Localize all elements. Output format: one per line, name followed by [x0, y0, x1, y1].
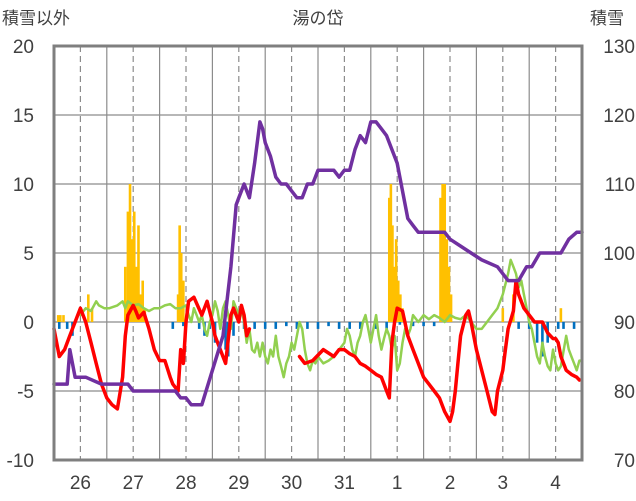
grid	[54, 46, 582, 460]
negative_bar-bar	[556, 322, 560, 329]
precipitation-bar	[141, 280, 145, 322]
negative_bar-bar	[411, 322, 415, 327]
precipitation-bar	[501, 308, 505, 322]
negative_bar-bar	[422, 322, 425, 327]
precipitation-bar	[394, 239, 398, 322]
precipitation-bar	[90, 308, 94, 322]
temperature-line	[297, 278, 582, 424]
negative_bar-bar	[263, 322, 267, 329]
right-tick-label: 90	[614, 313, 635, 334]
x-tick-label: 28	[175, 473, 196, 494]
negative_bar-bar	[224, 322, 227, 350]
negative_bar-bar	[285, 322, 288, 327]
snow_depth-line	[52, 120, 584, 407]
left-tick-label: -5	[17, 382, 34, 403]
precipitation-bar	[445, 239, 449, 322]
precipitation-bar	[387, 197, 391, 322]
precipitation-bar	[137, 225, 140, 322]
negative_bar-bar	[253, 322, 256, 329]
precipitation-bar	[56, 315, 60, 322]
precipitation-bar	[128, 184, 132, 322]
precipitation-bar	[126, 211, 130, 322]
negative_bar-bar	[274, 322, 278, 329]
precipitation-bar	[393, 266, 396, 322]
negative_bar-bar	[182, 322, 185, 327]
precipitation-bar	[443, 184, 447, 322]
negative_bar-bar	[432, 322, 436, 327]
precipitation-bar	[182, 280, 185, 322]
right-tick-labels: 70 80 90 100 110 120 130	[603, 37, 635, 472]
precipitation-bar	[559, 308, 563, 322]
x-tick-label: 27	[123, 473, 144, 494]
negative_bar-bar	[171, 322, 175, 329]
negative_bar-bar	[327, 322, 330, 327]
precipitation-bar	[447, 266, 451, 322]
negative_bar-bar	[348, 322, 351, 329]
chart-title: 湯の岱	[293, 9, 344, 29]
left-tick-labels: -10 -5 0 5 10 15 20	[7, 37, 34, 472]
left-axis-label: 積雪以外	[2, 9, 70, 29]
x-tick-label: 26	[70, 473, 91, 494]
negative_bar-bar	[337, 322, 341, 329]
right-tick-label: 70	[614, 451, 635, 472]
precipitation-bar	[179, 253, 183, 322]
precipitation-bar	[441, 184, 444, 322]
right-tick-label: 120	[603, 106, 635, 127]
right-tick-label: 80	[614, 382, 635, 403]
left-tick-label: 0	[23, 313, 34, 334]
negative_bar-bar	[572, 322, 576, 329]
negative_bar-bar	[65, 322, 69, 329]
negative_bar-bar	[385, 322, 388, 329]
left-tick-label: 5	[23, 244, 34, 265]
precipitation-bar	[449, 294, 453, 322]
right-tick-label: 110	[605, 175, 635, 196]
x-tick-labels: 26 27 28 29 30 31 1 2 3 4	[70, 473, 561, 494]
negative_bar-bar	[562, 322, 565, 329]
x-tick-label: 4	[550, 473, 561, 494]
negative_bar-bar	[358, 322, 362, 329]
x-tick-label: 29	[228, 473, 249, 494]
x-tick-label: 1	[392, 473, 403, 494]
negative_bar-bar	[295, 322, 299, 329]
right-axis-label: 積雪	[590, 9, 624, 29]
right-tick-label: 100	[603, 244, 635, 265]
wind-line	[79, 258, 584, 379]
precipitation-bar	[139, 294, 142, 322]
negative_bar-bar	[197, 322, 201, 329]
x-tick-label: 30	[281, 473, 302, 494]
precipitation-bar	[130, 239, 134, 322]
precipitation-bar	[396, 280, 400, 322]
left-tick-label: 15	[13, 106, 34, 127]
left-tick-label: -10	[7, 451, 34, 472]
negative_bar-bar	[57, 322, 61, 329]
x-tick-label: 3	[498, 473, 509, 494]
left-tick-label: 10	[13, 175, 34, 196]
negative_bar-bar	[232, 322, 235, 336]
temperature-line	[52, 295, 252, 411]
precipitation-bar	[62, 315, 65, 322]
precipitation-bar	[59, 315, 62, 322]
negative_bar-bar	[535, 322, 539, 343]
precipitation-bar	[132, 211, 136, 322]
lines-layer	[52, 120, 584, 424]
precipitation-bar	[178, 225, 181, 322]
x-tick-label: 2	[445, 473, 456, 494]
negative_bar-bar	[374, 322, 378, 329]
negative_bar-bar	[517, 322, 520, 329]
x-tick-label: 31	[334, 473, 355, 494]
precipitation-bar	[389, 184, 393, 322]
precipitation-bar	[135, 266, 138, 322]
precipitation-bar	[439, 197, 442, 322]
negative_bar-bar	[316, 322, 320, 329]
negative_bar-bar	[306, 322, 309, 329]
left-tick-label: 20	[13, 37, 34, 58]
precipitation-bar	[391, 225, 394, 322]
negative_bar-bar	[398, 322, 402, 325]
plot-frame	[52, 44, 584, 462]
precipitation-bar	[123, 266, 127, 322]
negative_bar-bar	[541, 322, 544, 357]
right-tick-label: 130	[603, 37, 635, 58]
